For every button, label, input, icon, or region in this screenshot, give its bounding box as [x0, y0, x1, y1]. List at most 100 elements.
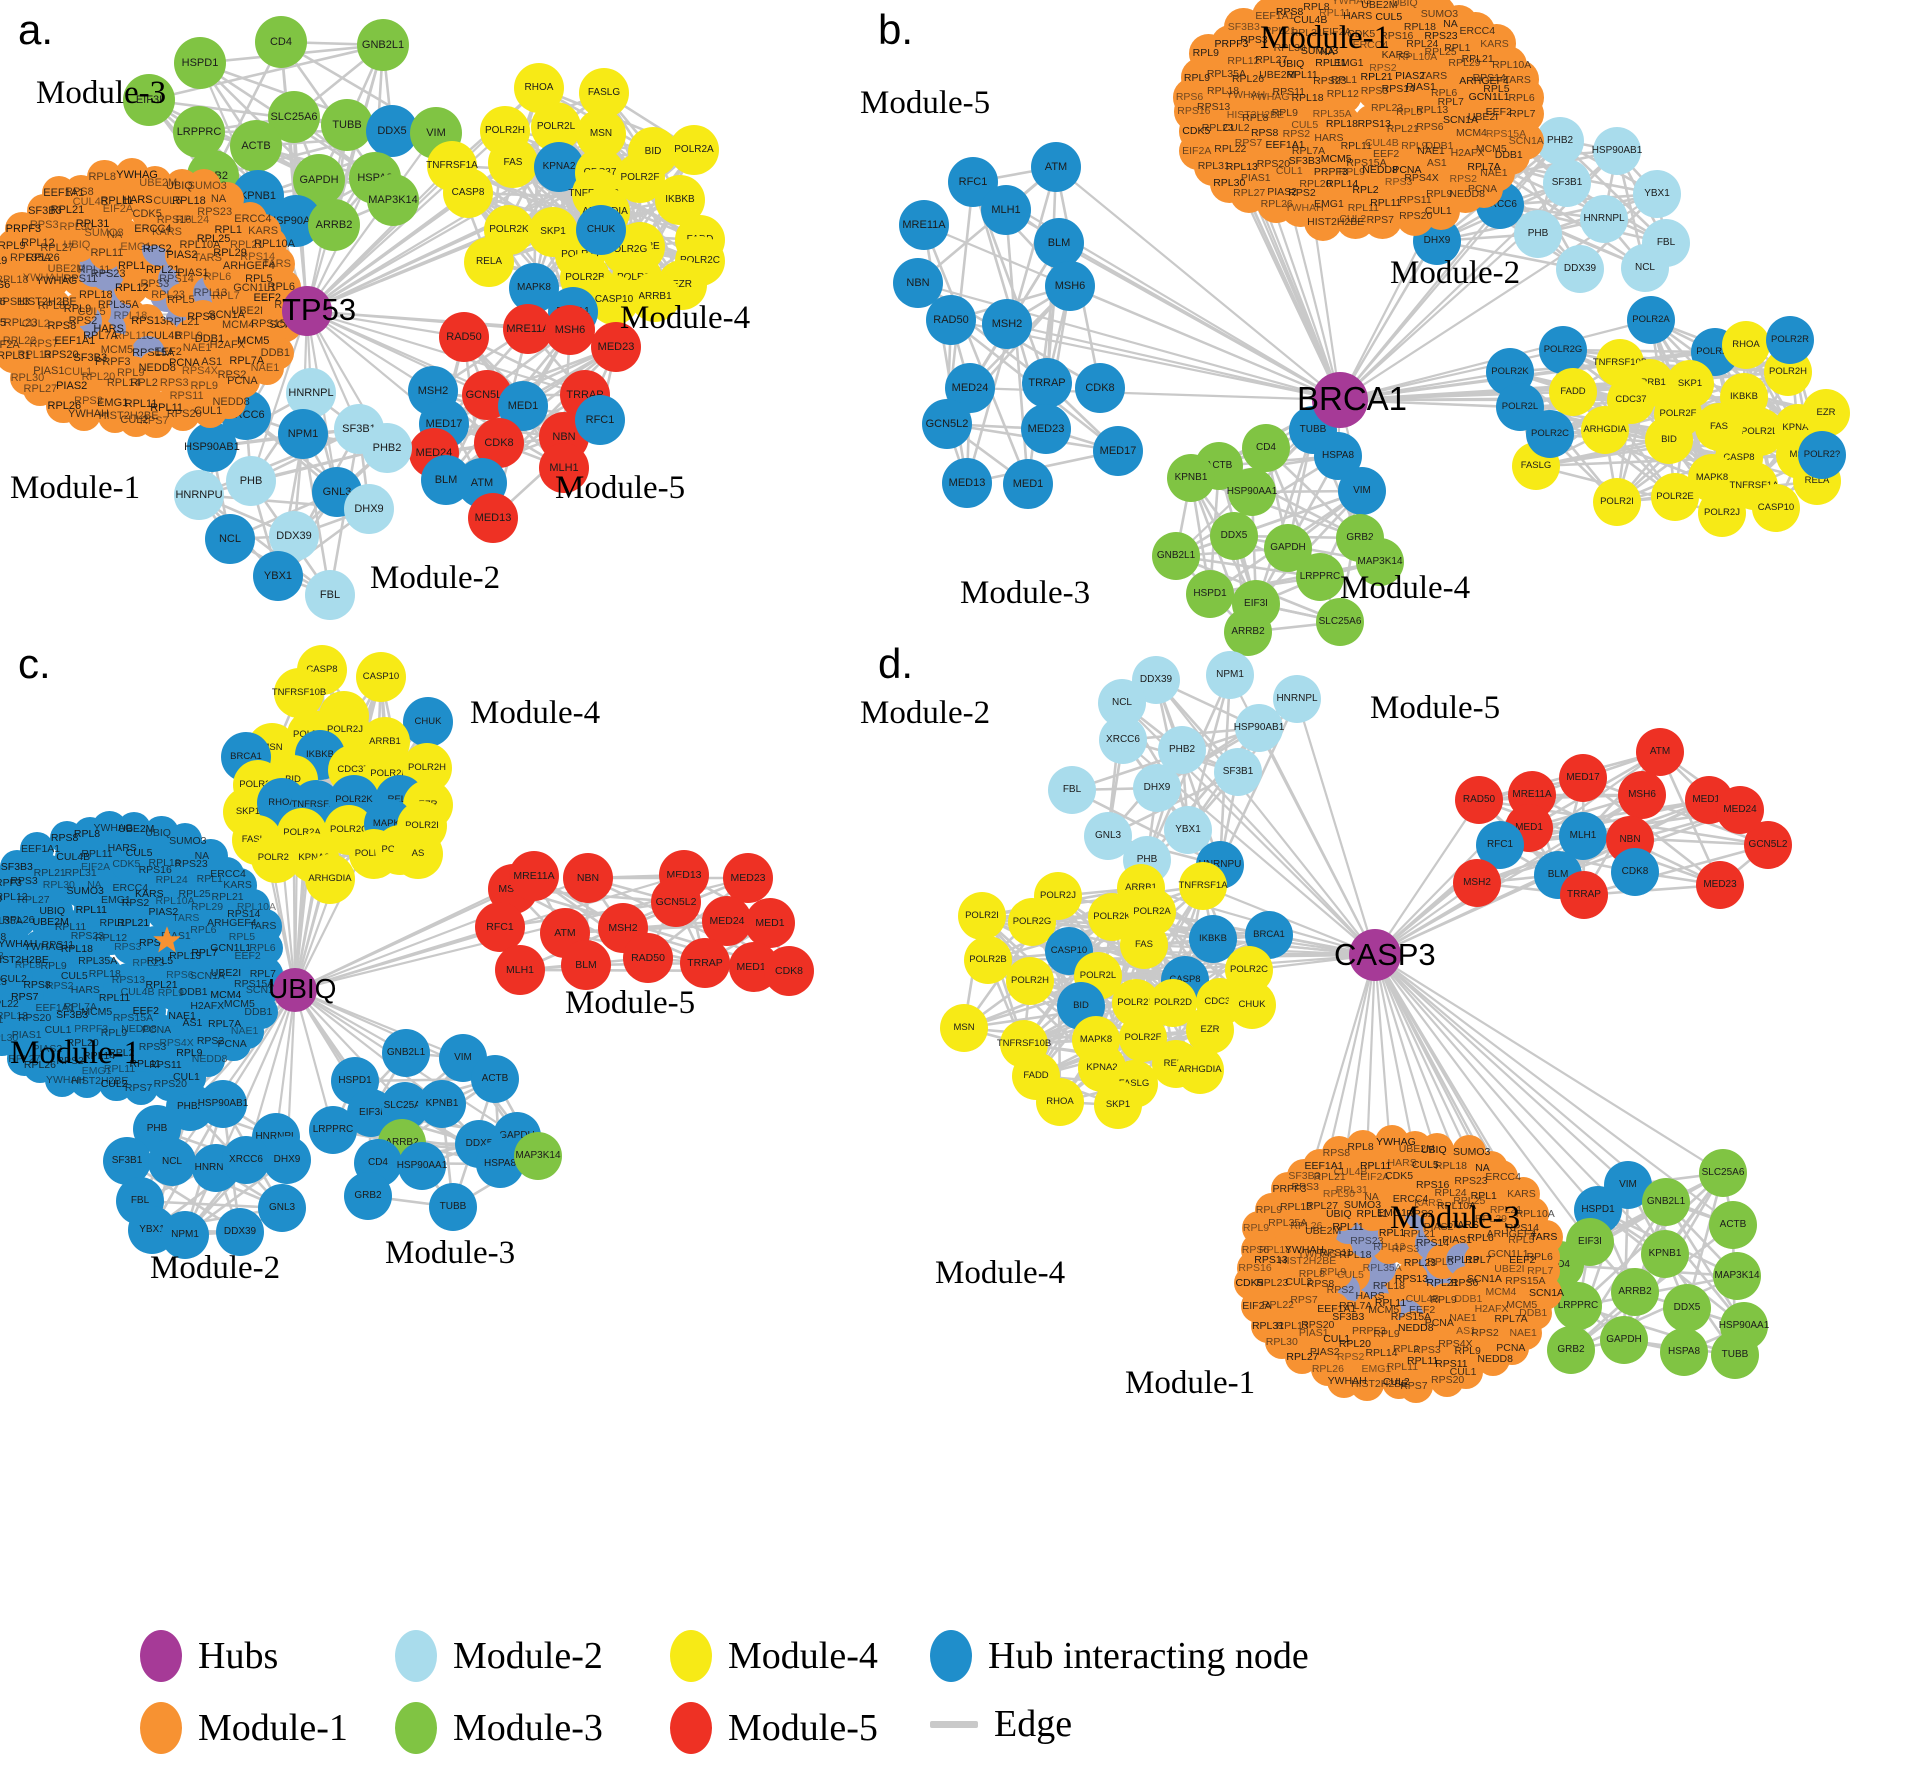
node-phb[interactable]: PHB: [1514, 210, 1562, 258]
node-rad50[interactable]: RAD50: [623, 933, 673, 983]
node-phb2[interactable]: PHB2: [362, 423, 412, 473]
node-casp10[interactable]: CASP10: [1752, 484, 1800, 532]
module-1-node[interactable]: [0, 306, 10, 341]
node-hsp90aa1[interactable]: HSP90AA1: [1227, 468, 1277, 516]
node-polr2g[interactable]: POLR2G: [1539, 326, 1587, 374]
node-kpnb1[interactable]: KPNB1: [1167, 454, 1215, 502]
node-vim[interactable]: VIM: [1338, 467, 1386, 515]
node-ddx39[interactable]: DDX39: [1556, 245, 1604, 293]
node-tubb[interactable]: TUBB: [1711, 1331, 1759, 1379]
node-eif3i[interactable]: EIF3I: [123, 74, 175, 126]
node-map3k14[interactable]: MAP3K14: [1713, 1252, 1761, 1300]
node-med23[interactable]: MED23: [1021, 404, 1071, 454]
node-cd4[interactable]: CD4: [255, 16, 307, 68]
node-med17[interactable]: MED17: [1093, 426, 1143, 476]
node-rfc1[interactable]: RFC1: [575, 395, 625, 445]
node-cdk8[interactable]: CDK8: [1611, 848, 1659, 896]
node-polr2i[interactable]: POLR2I: [958, 892, 1006, 940]
node-npm1[interactable]: NPM1: [1206, 651, 1254, 699]
module-1-node[interactable]: [0, 267, 15, 303]
module-1-node[interactable]: [0, 327, 23, 362]
node-gnl3[interactable]: GNL3: [258, 1184, 306, 1232]
node-polr2h[interactable]: POLR2H: [1006, 957, 1054, 1005]
node-polr2a[interactable]: POLR2A: [1627, 296, 1675, 344]
node-ncl[interactable]: NCL: [1621, 244, 1669, 292]
node-polr2?[interactable]: POLR2?: [1798, 431, 1846, 479]
node-actb[interactable]: ACTB: [1709, 1201, 1757, 1249]
node-fadd[interactable]: FADD: [1549, 368, 1597, 416]
node-gnb2l1[interactable]: GNB2L1: [357, 19, 409, 71]
node-gnb2l1[interactable]: GNB2L1: [382, 1029, 430, 1077]
node-actb[interactable]: ACTB: [471, 1055, 519, 1103]
node-rad50[interactable]: RAD50: [1455, 776, 1503, 824]
node-hspd1[interactable]: HSPD1: [174, 37, 226, 89]
node-xrcc6[interactable]: XRCC6: [1099, 716, 1147, 764]
node-trrap[interactable]: TRRAP: [1022, 358, 1072, 408]
node-as[interactable]: AS: [393, 829, 443, 879]
node-med24[interactable]: MED24: [1716, 786, 1764, 834]
node-arrb2[interactable]: ARRB2: [1611, 1268, 1659, 1316]
node-atm[interactable]: ATM: [1031, 142, 1081, 192]
node-kpnb1[interactable]: KPNB1: [1641, 1230, 1689, 1278]
node-map3k14[interactable]: MAP3K14: [514, 1132, 562, 1180]
node-ddx39[interactable]: DDX39: [216, 1208, 264, 1256]
node-med13[interactable]: MED13: [468, 493, 518, 543]
node-msh2[interactable]: MSH2: [982, 299, 1032, 349]
node-polr2a[interactable]: POLR2A: [669, 125, 719, 175]
node-med1[interactable]: MED1: [745, 898, 795, 948]
node-med17[interactable]: MED17: [1559, 754, 1607, 802]
node-polr2c[interactable]: POLR2C: [1526, 410, 1574, 458]
node-mre11a[interactable]: MRE11A: [899, 200, 949, 250]
hub-node-tp53[interactable]: [282, 286, 332, 336]
node-fas[interactable]: FAS: [1120, 921, 1168, 969]
node-mlh1[interactable]: MLH1: [981, 185, 1031, 235]
node-hnrnpu[interactable]: HNRNPU: [174, 470, 224, 520]
node-dhx9[interactable]: DHX9: [1133, 764, 1181, 812]
node-hsp90ab1[interactable]: HSP90AB1: [1234, 704, 1284, 752]
node-skp1[interactable]: SKP1: [1094, 1081, 1142, 1129]
node-lrpprc[interactable]: LRPPRC: [1296, 553, 1344, 601]
node-ncl[interactable]: NCL: [148, 1138, 196, 1186]
node-sf3b1[interactable]: SF3B1: [1543, 159, 1591, 207]
node-rad50[interactable]: RAD50: [439, 312, 489, 362]
node-fas[interactable]: FAS: [488, 138, 538, 188]
node-gnb2l1[interactable]: GNB2L1: [1152, 532, 1200, 580]
node-gapdh[interactable]: GAPDH: [1600, 1316, 1648, 1364]
node-med13[interactable]: MED13: [942, 458, 992, 508]
node-gnb2l1[interactable]: GNB2L1: [1642, 1178, 1690, 1226]
node-msn[interactable]: MSN: [940, 1004, 988, 1052]
node-ddx5[interactable]: DDX5: [1210, 512, 1258, 560]
node-msh6[interactable]: MSH6: [545, 305, 595, 355]
node-mlh1[interactable]: MLH1: [495, 945, 545, 995]
node-hsp90ab1[interactable]: HSP90AB1: [1592, 127, 1642, 175]
node-polr2r[interactable]: POLR2R: [1766, 316, 1814, 364]
node-hspa8[interactable]: HSPA8: [1660, 1328, 1708, 1376]
node-arhgdia[interactable]: ARHGDIA: [305, 854, 355, 904]
node-slc25a6[interactable]: SLC25A6: [1699, 1149, 1747, 1197]
module-1-node[interactable]: [97, 399, 132, 434]
node-arhgdia[interactable]: ARHGDIA: [1581, 406, 1629, 454]
node-rad50[interactable]: RAD50: [926, 295, 976, 345]
node-trrap[interactable]: TRRAP: [680, 938, 730, 988]
node-atm[interactable]: ATM: [1636, 728, 1684, 776]
node-polr2b[interactable]: POLR2B: [964, 936, 1012, 984]
node-npm1[interactable]: NPM1: [278, 409, 328, 459]
node-chuk[interactable]: CHUK: [1228, 981, 1276, 1029]
node-cd4[interactable]: CD4: [1242, 424, 1290, 472]
node-rhoa[interactable]: RHOA: [1036, 1078, 1084, 1126]
node-casp8[interactable]: CASP8: [443, 168, 493, 218]
node-ddx5[interactable]: DDX5: [1663, 1284, 1711, 1332]
node-msh6[interactable]: MSH6: [1618, 771, 1666, 819]
node-hspd1[interactable]: HSPD1: [1186, 570, 1234, 618]
node-cdk8[interactable]: CDK8: [764, 946, 814, 996]
node-rela[interactable]: RELA: [464, 237, 514, 287]
node-hsp90ab1[interactable]: HSP90AB1: [184, 422, 240, 472]
node-kpnb1[interactable]: KPNB1: [418, 1080, 466, 1128]
node-tubb[interactable]: TUBB: [429, 1183, 477, 1231]
node-polr2j[interactable]: POLR2J: [1698, 489, 1746, 537]
node-bid[interactable]: BID: [1645, 416, 1693, 464]
node-rhoa[interactable]: RHOA: [1722, 321, 1770, 369]
node-sf3b1[interactable]: SF3B1: [1214, 748, 1262, 796]
node-blm[interactable]: BLM: [561, 940, 611, 990]
node-dhx9[interactable]: DHX9: [263, 1136, 311, 1184]
